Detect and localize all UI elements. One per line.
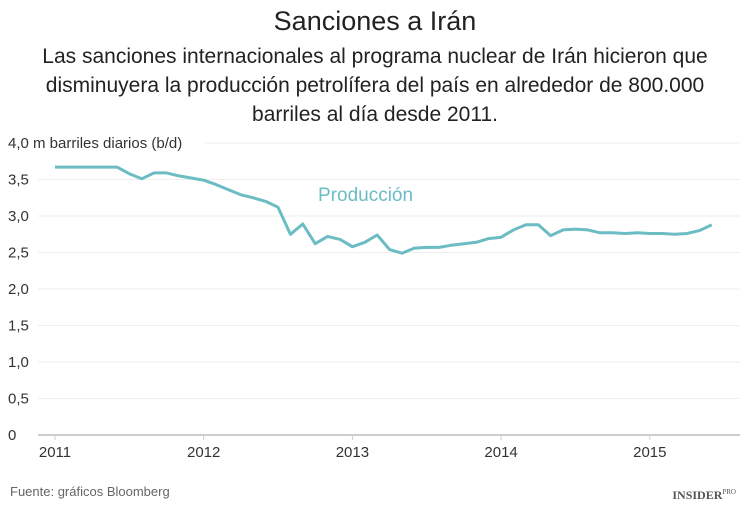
y-tick-label: 2,5 <box>8 245 29 262</box>
y-tick-label: 1,0 <box>8 354 29 371</box>
y-tick-label: 3,5 <box>8 172 29 189</box>
y-tick-label: 3,0 <box>8 208 29 225</box>
y-tick-label: 0 <box>8 427 16 444</box>
chart-subtitle: Las sanciones internacionales al program… <box>42 45 708 126</box>
series-label: Producción <box>318 185 413 206</box>
x-tick-label: 2013 <box>336 444 369 461</box>
series-line-produccion <box>55 165 713 255</box>
x-tick-label: 2014 <box>484 444 517 461</box>
x-tick-label: 2015 <box>633 444 666 461</box>
x-tick-label: 2012 <box>187 444 220 461</box>
source-note: Fuente: gráficos Bloomberg <box>10 484 170 499</box>
y-tick-label: 0,5 <box>8 391 29 408</box>
x-tick-label: 2011 <box>39 444 71 461</box>
y-axis-label: 4,0 m barriles diarios (b/d) <box>8 135 182 152</box>
y-tick-label: 2,0 <box>8 281 29 298</box>
y-tick-label: 1,5 <box>8 318 29 335</box>
chart-title: Sanciones a Irán <box>273 6 477 36</box>
insider-pro-logo: INSIDERPRO <box>672 488 736 502</box>
